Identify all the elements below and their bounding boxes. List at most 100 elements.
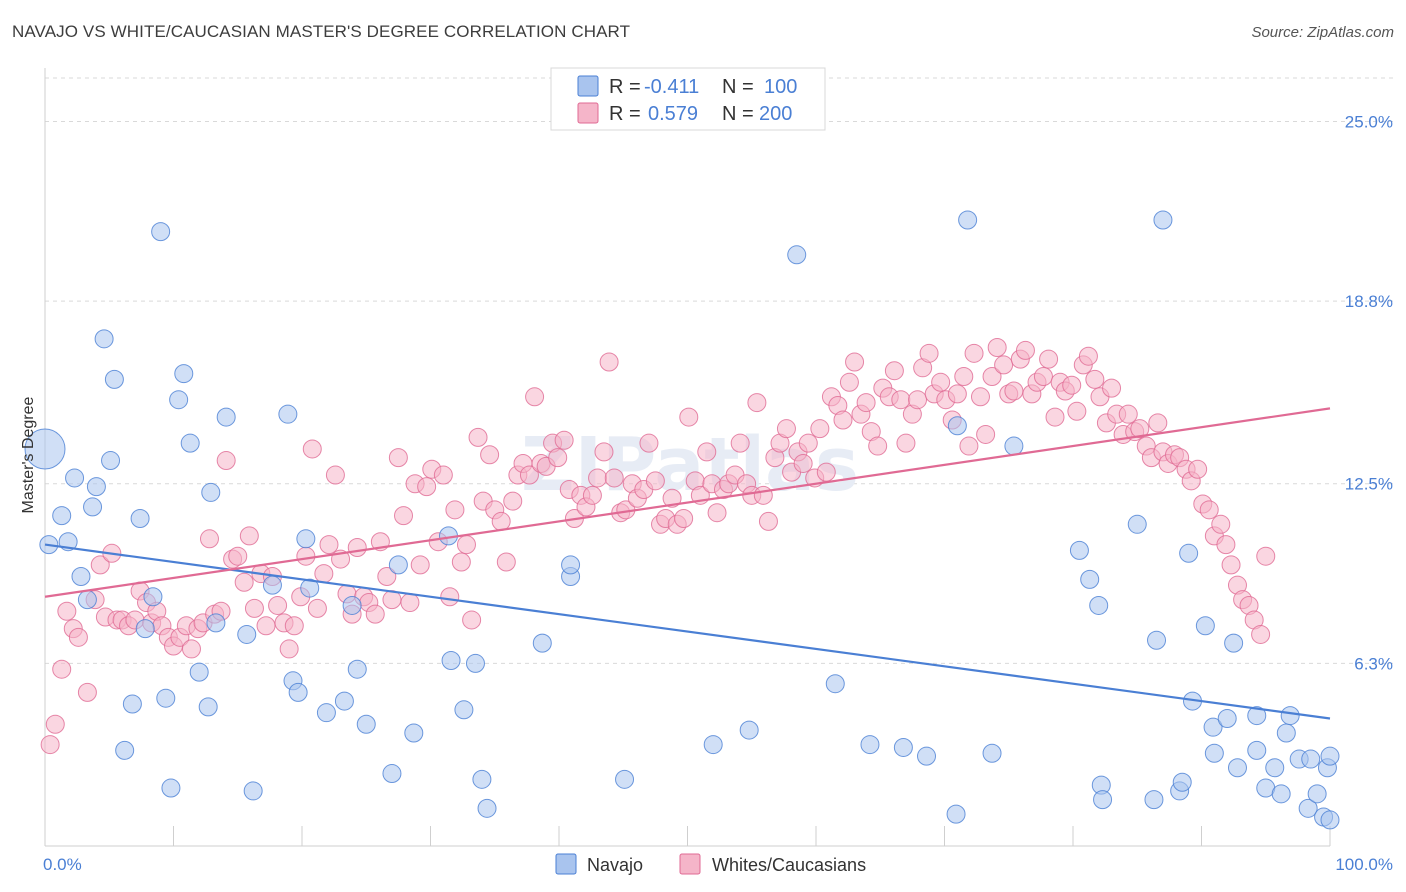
navajo-point [52, 506, 72, 526]
white-caucasian-point [256, 616, 276, 636]
white-caucasian-point [1118, 404, 1138, 424]
white-caucasian-point [954, 367, 974, 387]
white-caucasian-point [976, 424, 996, 444]
navajo-point [787, 245, 807, 265]
navajo-point [860, 735, 880, 755]
legend-r-label: R = [609, 76, 641, 98]
navajo-point [83, 497, 103, 517]
white-caucasian-point [747, 393, 767, 413]
white-caucasian-point [90, 555, 110, 575]
navajo-point [216, 407, 236, 427]
navajo-point [278, 404, 298, 424]
white-caucasian-point [77, 682, 97, 702]
navajo-point [615, 769, 635, 789]
series-whites-caucasians [40, 338, 1276, 755]
white-caucasian-point [1045, 407, 1065, 427]
white-caucasian-point [758, 511, 778, 531]
white-caucasian-point [594, 442, 614, 462]
white-caucasian-point [833, 410, 853, 430]
white-caucasian-point [1067, 401, 1087, 421]
white-caucasian-point [228, 546, 248, 566]
white-caucasian-point [970, 387, 990, 407]
navajo-point [477, 798, 497, 818]
legend-n-value: 100 [764, 76, 797, 98]
navajo-point [1195, 616, 1215, 636]
white-caucasian-point [982, 367, 1002, 387]
white-caucasian-point [1062, 375, 1082, 395]
y-tick-label: 18.8% [1345, 292, 1393, 311]
navajo-point [1093, 790, 1113, 810]
bottom-legend-navajo: Navajo [587, 855, 643, 875]
white-caucasian-point [307, 598, 327, 618]
white-caucasian-point [753, 485, 773, 505]
white-caucasian-point [445, 500, 465, 520]
white-caucasian-point [1216, 535, 1236, 555]
white-caucasian-point [400, 593, 420, 613]
navajo-point [703, 735, 723, 755]
white-caucasian-point [604, 468, 624, 488]
navajo-point [1227, 758, 1247, 778]
navajo-point [334, 691, 354, 711]
white-caucasian-point [45, 714, 65, 734]
navajo-point [104, 369, 124, 389]
navajo-point [1265, 758, 1285, 778]
white-caucasian-point [417, 477, 437, 497]
white-caucasian-point [503, 491, 523, 511]
white-caucasian-point [1004, 381, 1024, 401]
navajo-point [161, 778, 181, 798]
white-caucasian-point [199, 529, 219, 549]
navajo-point [1280, 706, 1300, 726]
white-caucasian-point [1221, 555, 1241, 575]
white-caucasian-point [697, 442, 717, 462]
navajo-point [532, 633, 552, 653]
y-tick-label: 6.3% [1354, 654, 1393, 673]
navajo-point [101, 451, 121, 471]
white-caucasian-point [884, 361, 904, 381]
white-caucasian-point [314, 564, 334, 584]
white-caucasian-point [891, 390, 911, 410]
navajo-point [1247, 706, 1267, 726]
white-caucasian-point [525, 387, 545, 407]
navajo-point [156, 688, 176, 708]
navajo-trend-line [44, 543, 1331, 720]
white-caucasian-point [433, 465, 453, 485]
white-caucasian-point [1085, 369, 1105, 389]
navajo-point [472, 769, 492, 789]
navajo-point [122, 694, 142, 714]
white-caucasian-point [284, 616, 304, 636]
white-caucasian-point [325, 465, 345, 485]
white-caucasian-point [707, 503, 727, 523]
white-caucasian-point [919, 343, 939, 363]
navajo-point [1127, 514, 1147, 534]
white-trend-line [44, 407, 1331, 598]
white-caucasian-point [302, 439, 322, 459]
white-caucasian-point [793, 453, 813, 473]
navajo-point [1301, 749, 1321, 769]
navajo-point [1271, 784, 1291, 804]
navajo-point [243, 781, 263, 801]
navajo-point [174, 364, 194, 384]
white-caucasian-point [987, 338, 1007, 358]
white-caucasian-point [730, 433, 750, 453]
navajo-point [441, 651, 461, 671]
white-caucasian-point [268, 595, 288, 615]
legend-r-value: -0.411 [644, 76, 699, 98]
white-caucasian-point [1039, 349, 1059, 369]
navajo-point [169, 390, 189, 410]
navajo-point [1144, 790, 1164, 810]
white-caucasian-point [57, 601, 77, 621]
white-caucasian-point [1015, 340, 1035, 360]
legend-n-label: N = [722, 76, 754, 98]
white-caucasian-point [496, 552, 516, 572]
white-caucasian-point [776, 419, 796, 439]
white-caucasian-point [365, 604, 385, 624]
white-caucasian-point [1199, 500, 1219, 520]
x-tick-labels: 0.0% 100.0% [43, 855, 1393, 874]
white-caucasian-point [810, 419, 830, 439]
navajo-point [917, 746, 937, 766]
navajo-point [143, 587, 163, 607]
white-caucasian-point [296, 546, 316, 566]
navajo-point [300, 578, 320, 598]
white-caucasian-point [519, 465, 539, 485]
y-tick-label: 12.5% [1345, 475, 1393, 494]
